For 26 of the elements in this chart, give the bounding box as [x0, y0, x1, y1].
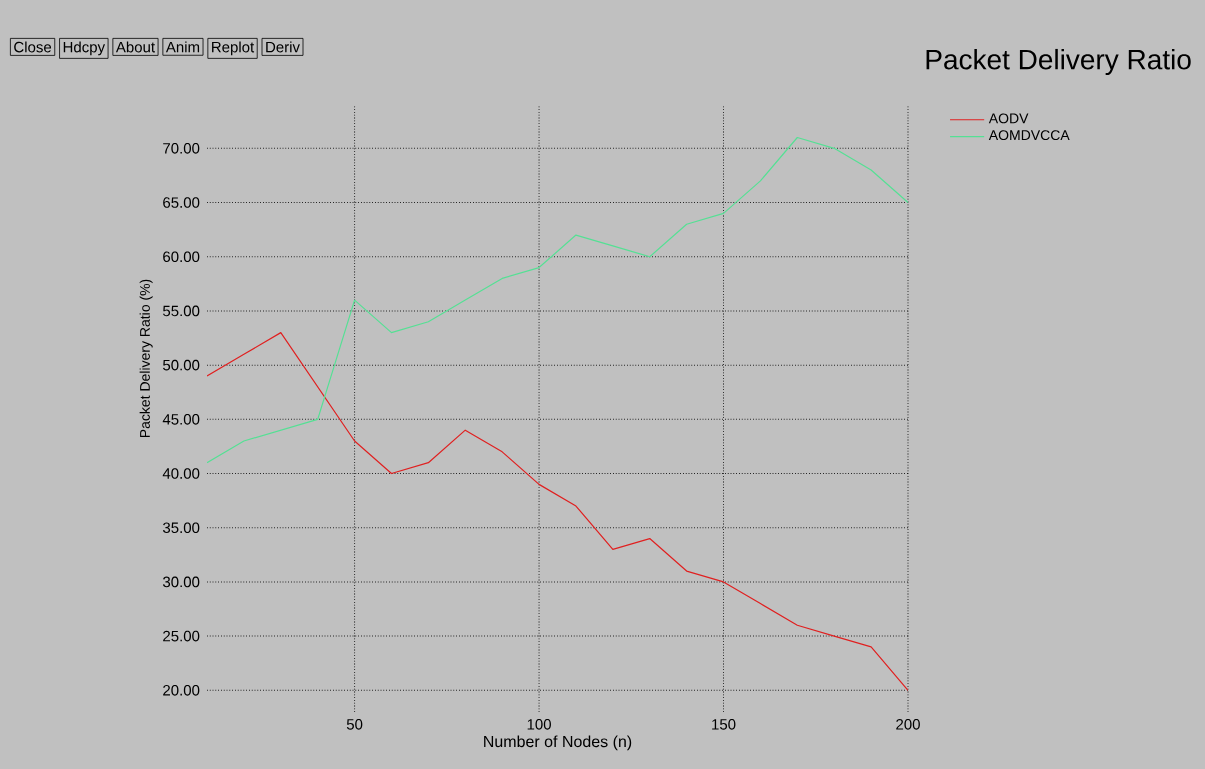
x-tick-label: 50: [346, 719, 363, 730]
text: Close: [14, 41, 52, 53]
y-axis-title: Packet Delivery Ratio (%): [139, 279, 153, 438]
x-tick-label: 200: [896, 719, 920, 730]
legend-label: AODV: [988, 113, 1029, 124]
x-tick-label: 100: [527, 719, 551, 730]
x-axis-title: Number of Nodes (n): [484, 735, 632, 751]
y-tick-label: 70.00: [163, 143, 200, 154]
y-tick-label: 60.00: [163, 251, 200, 263]
text: Replot: [212, 41, 255, 56]
y-tick-label: 65.00: [163, 197, 200, 208]
text: About: [115, 41, 155, 53]
y-tick-label: 40.00: [162, 468, 200, 479]
legend-label: AOMDVCCA: [988, 130, 1070, 141]
y-tick-label: 55.00: [163, 305, 200, 317]
y-tick-label: 30.00: [162, 576, 200, 588]
text: Deriv: [266, 41, 300, 53]
text: Packet Delivery Ratio: [926, 48, 1191, 76]
y-tick-label: 25.00: [163, 630, 200, 642]
y-tick-label: 20.00: [163, 684, 200, 696]
text: Anim: [165, 41, 200, 53]
x-tick-label: 150: [712, 719, 736, 730]
text: Hdcpy: [63, 41, 106, 56]
y-tick-label: 45.00: [162, 414, 200, 425]
y-tick-label: 50.00: [163, 359, 200, 371]
y-tick-label: 35.00: [162, 522, 200, 534]
